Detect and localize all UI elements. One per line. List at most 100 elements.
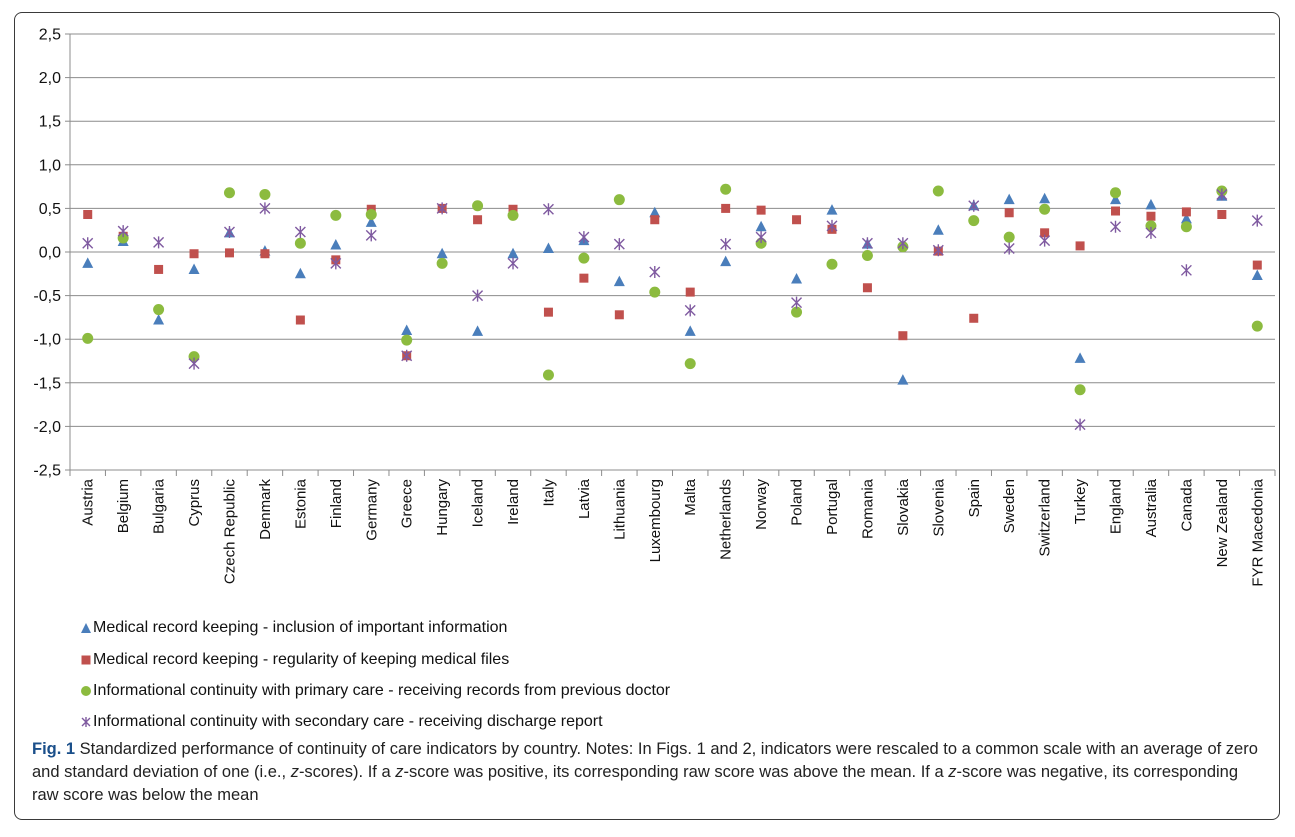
circle-point [401, 334, 413, 346]
square-point [189, 249, 199, 259]
square-point [224, 248, 234, 258]
triangle-marker-icon [81, 623, 91, 633]
square-point [1111, 206, 1121, 216]
triangle-point [82, 257, 94, 268]
circle-point [542, 369, 554, 381]
circle-point [259, 188, 271, 200]
figure-caption: Fig. 1 Standardized performance of conti… [32, 738, 1268, 807]
square-point [792, 215, 802, 225]
square-point [1146, 211, 1156, 221]
circle-point [365, 209, 377, 221]
y-tick-label: 2,5 [39, 27, 61, 44]
square-point [650, 215, 660, 225]
triangle-point [1251, 269, 1263, 281]
circle-point [1145, 220, 1157, 232]
x-marker-icon [81, 717, 91, 727]
circle-point [117, 232, 129, 244]
square-point [295, 315, 305, 325]
x-tick-label: Bulgaria [151, 478, 168, 534]
x-tick-label: Slovakia [895, 478, 912, 535]
triangle-point [542, 242, 554, 254]
x-tick-label: Italy [540, 479, 557, 507]
circle-point [932, 185, 944, 197]
circle-point [791, 306, 803, 318]
square-point [969, 313, 979, 323]
circle-point [649, 286, 661, 298]
circle-point [1180, 221, 1192, 233]
x-tick-label: Malta [682, 478, 699, 515]
x-point [1039, 234, 1051, 247]
x-point [932, 244, 944, 257]
triangle-point [436, 247, 448, 259]
x-tick-label: Austria [80, 478, 97, 525]
figure-frame [14, 12, 1280, 820]
triangle-point [188, 263, 200, 274]
triangle-point [1145, 198, 1157, 210]
x-point [1074, 418, 1086, 431]
circle-point [330, 209, 342, 221]
scatter-chart: 2,5 2,0 1,5 1,0 0,5 0,0 -0,5 -1,0 -1,5 -2,0 -2,5 A… [33, 27, 1276, 587]
triangle-point [153, 314, 165, 325]
x-tick-label: Ireland [505, 479, 522, 525]
triangle-point [507, 247, 519, 259]
circle-point [613, 194, 625, 206]
x-point [542, 203, 554, 216]
caption-text: Standardized performance of continuity o… [32, 740, 1258, 781]
square-point [614, 310, 624, 320]
square-point [685, 287, 695, 297]
y-tick-label: -0,5 [33, 288, 61, 305]
x-point [897, 237, 909, 250]
x-point [578, 231, 590, 244]
x-point [82, 237, 94, 250]
triangle-point [649, 206, 661, 218]
triangle-point [720, 255, 732, 267]
circle-point [1003, 231, 1015, 243]
x-tick-label: Belgium [115, 479, 132, 533]
circle-point [188, 351, 200, 363]
x-tick-label: Hungary [434, 479, 451, 536]
x-point [365, 229, 377, 242]
square-point [1217, 210, 1227, 220]
x-point [472, 289, 484, 302]
x-axis: Austria Belgium Bulgaria Cyprus Czech Republ… [69, 470, 1276, 587]
square-point [1004, 208, 1014, 218]
caption-italic: z [948, 763, 957, 781]
y-tick-label: -2,5 [33, 463, 61, 480]
y-tick-label: 0,5 [39, 201, 61, 218]
square-point [473, 215, 483, 225]
circle-point [684, 358, 696, 370]
circle-point [1110, 187, 1122, 199]
x-point [330, 257, 342, 270]
x-point [507, 257, 519, 270]
x-tick-label: Romania [859, 478, 876, 539]
x-point [613, 238, 625, 251]
x-tick-label: Luxembourg [647, 479, 664, 562]
square-point [721, 203, 731, 213]
x-point [826, 219, 838, 232]
x-point [188, 357, 200, 370]
y-tick-label: 1,5 [39, 114, 61, 131]
square-point [1040, 228, 1050, 238]
triangle-point [1110, 193, 1122, 205]
square-point [862, 283, 872, 293]
x-point [259, 202, 271, 215]
circle-point [968, 215, 980, 227]
triangle-point [1180, 212, 1192, 224]
circle-point [861, 249, 873, 261]
x-point [684, 304, 696, 317]
x-point [755, 231, 767, 244]
circle-point [1251, 320, 1263, 332]
x-tick-label: Netherlands [718, 479, 735, 560]
triangle-point [791, 273, 803, 284]
x-tick-label: Estonia [292, 478, 309, 529]
triangle-point [1074, 352, 1086, 363]
caption-text: -score was negative, its corresponding r… [32, 763, 1239, 804]
triangle-point [613, 275, 625, 287]
x-tick-label: Germany [363, 479, 380, 541]
circle-point [294, 237, 306, 249]
circle-point [82, 332, 94, 344]
y-tick-label: 2,0 [39, 70, 61, 87]
x-tick-label: Cyprus [186, 479, 203, 527]
x-point [791, 296, 803, 309]
x-tick-label: Iceland [470, 479, 487, 527]
